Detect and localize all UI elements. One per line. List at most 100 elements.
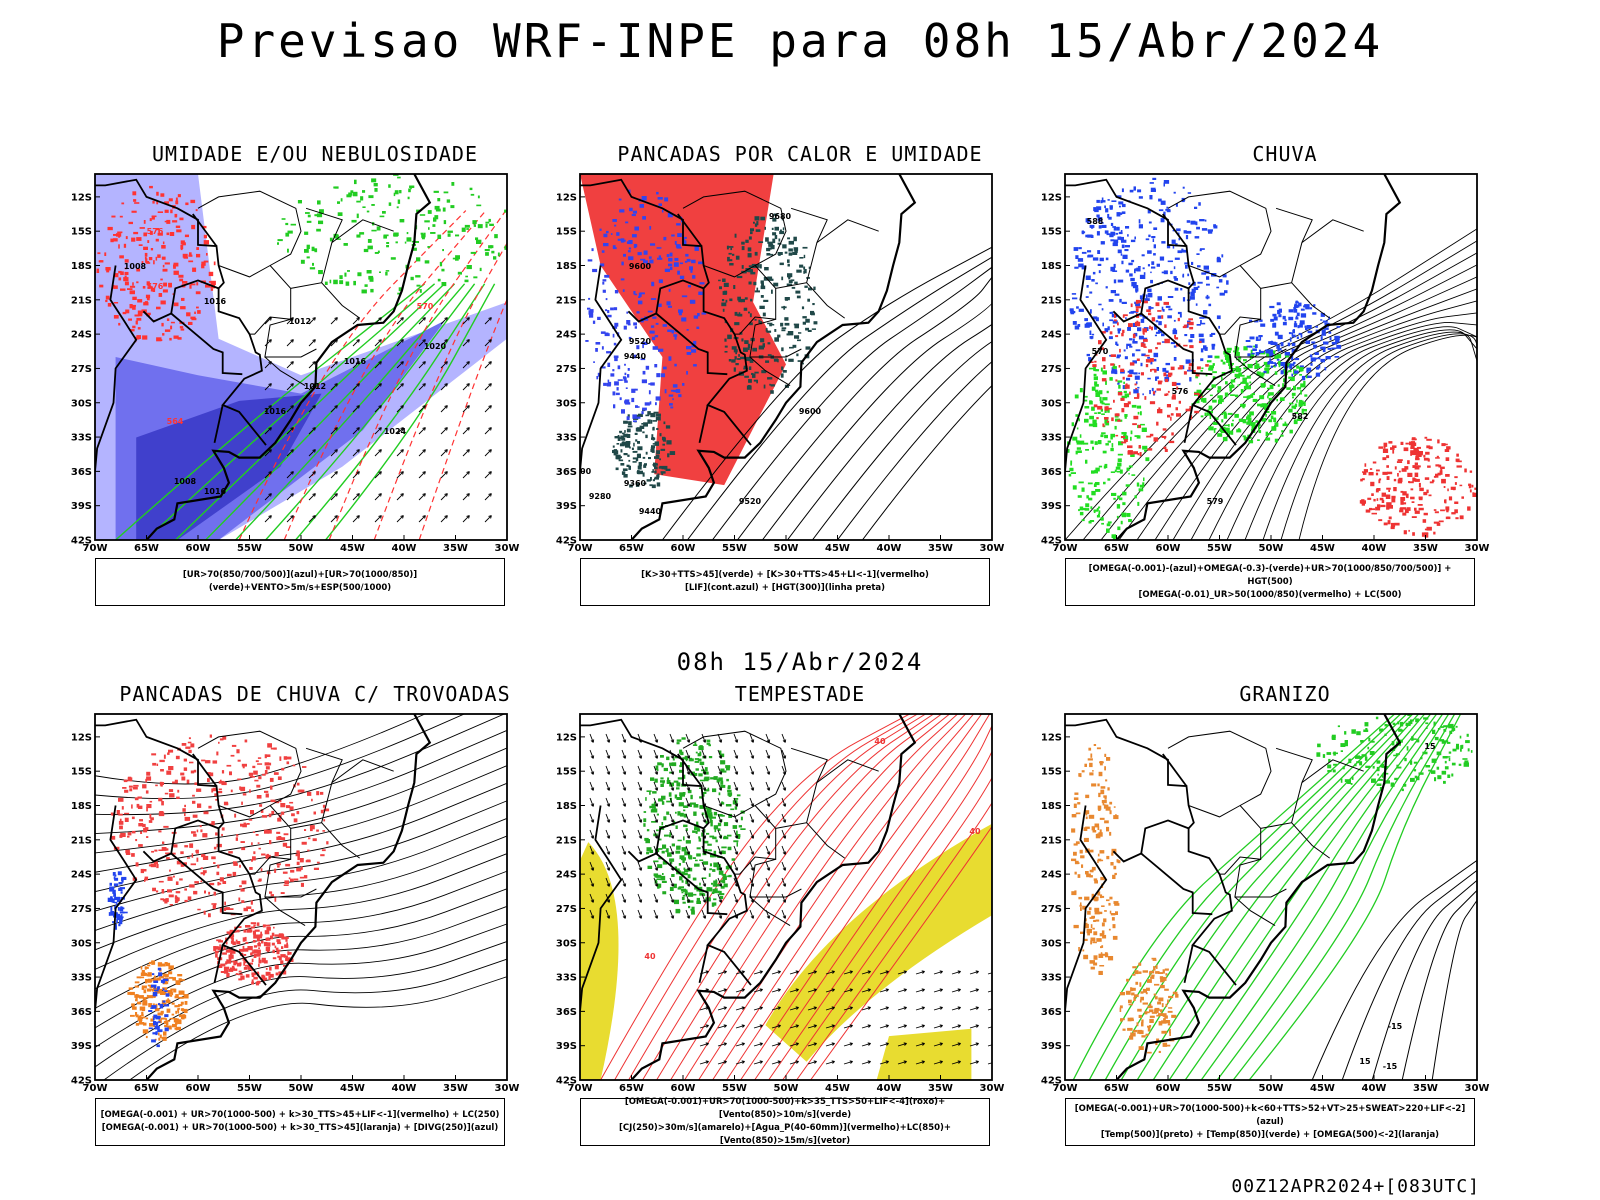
lon-tick-label: 70W [1053, 543, 1078, 554]
lon-tick-label: 60W [1156, 543, 1181, 554]
country-border [192, 213, 218, 247]
lon-tick-label: 30W [980, 1083, 1005, 1094]
lon-tick-label: 70W [568, 1083, 593, 1094]
country-border [655, 852, 728, 916]
lat-tick-label: 42S [556, 1076, 577, 1087]
lon-tick-label: 35W [1413, 1083, 1438, 1094]
lon-tick-label: 40W [392, 543, 417, 554]
state-border [331, 759, 394, 784]
country-border [677, 753, 703, 787]
state-border [816, 219, 879, 244]
temp850-contour [1232, 714, 1456, 1080]
coastline [145, 174, 432, 540]
contour-label: 9440 [639, 507, 662, 516]
contour-label: 579 [1207, 497, 1224, 506]
state-border [1291, 822, 1330, 859]
temp500-contour [1371, 880, 1477, 1080]
legend-box: [OMEGA(-0.001) + UR>70(1000-500) + k>30_… [95, 1098, 505, 1146]
lon-tick-label: 50W [774, 543, 799, 554]
lat-tick-label: 33S [556, 433, 577, 444]
lat-tick-label: 24S [1041, 330, 1062, 341]
map-frame: 15 -15 15 -15 12S 15S 18S 21S 24S 27S 30S 33S 36S 39S… [1041, 713, 1489, 1094]
state-border [749, 896, 791, 927]
lat-tick-label: 33S [1041, 433, 1062, 444]
forecast-date-label: 08h 15/Abr/2024 [676, 648, 924, 676]
country-border [1183, 944, 1194, 983]
legend-box: [OMEGA(-0.001)+UR>70(1000-500)+k>35_TTS>… [580, 1097, 990, 1146]
temp850-contour [1200, 714, 1444, 1080]
geography [580, 714, 917, 1080]
panel-granizo: GRANIZO 15 -15 15 -15 12S 15S 18S 21S 24S 27S 30S 3… [1041, 682, 1525, 1167]
contour-label: 1008 [124, 262, 147, 271]
lat-tick-label: 15S [71, 227, 92, 238]
omega500-orange-area [1071, 744, 1121, 975]
country-border [580, 265, 623, 472]
hgt500-contour [1226, 326, 1477, 540]
lat-tick-label: 39S [556, 1041, 577, 1052]
panel-title: PANCADAS POR CALOR E UMIDADE [617, 142, 983, 166]
lon-tick-label: 60W [1156, 1083, 1181, 1094]
lat-tick-label: 18S [556, 801, 577, 812]
green-contour [175, 283, 446, 540]
lat-tick-label: 27S [1041, 364, 1062, 375]
lon-tick-label: 40W [1362, 543, 1387, 554]
temp850-green-north [1316, 714, 1473, 792]
lon-tick-label: 65W [134, 1083, 159, 1094]
hgt-contour [787, 297, 992, 540]
legend-line: [CJ(250)>30m/s](amarelo)+[Agua_P(40-60mm… [618, 1123, 952, 1146]
state-border [249, 805, 292, 875]
hgt-contour [687, 256, 992, 540]
temp850-contour [1248, 714, 1462, 1080]
contour-label: 576 [147, 227, 164, 236]
lat-tick-label: 18S [71, 261, 92, 272]
lat-tick-label: 24S [71, 870, 92, 881]
thunderstorm-red-area [110, 734, 330, 918]
omega-red-area [1088, 299, 1209, 457]
country-border [95, 805, 138, 1012]
hgt500-contour [1298, 334, 1477, 540]
lon-tick-label: 35W [443, 543, 468, 554]
lon-tick-label: 45W [825, 1083, 850, 1094]
hgt500-contour [1262, 331, 1477, 540]
contour-label: 40 [969, 827, 981, 836]
lat-tick-label: 36S [71, 467, 92, 478]
contour-label: 1016 [204, 297, 227, 306]
country-border [655, 312, 728, 376]
lat-tick-label: 12S [556, 192, 577, 203]
lif-blue-contours [585, 189, 707, 423]
red-dashed-contour [283, 210, 487, 540]
lat-tick-label: 21S [1041, 295, 1062, 306]
lon-tick-label: 45W [1310, 1083, 1335, 1094]
lon-tick-label: 55W [237, 543, 262, 554]
map-frame: 582 576 570 579 588 12S 15S 18S 21S 24S 27S 30S 33S 3… [1041, 173, 1489, 554]
lat-tick-label: 18S [1041, 261, 1062, 272]
state-border [1234, 356, 1276, 387]
country-border [142, 279, 219, 323]
legend-line: [OMEGA(-0.001) + UR>70(1000-500) + k>30_… [101, 1123, 499, 1133]
coastline [630, 174, 917, 540]
page-title: Previsao WRF-INPE para 08h 15/Abr/2024 [216, 14, 1384, 68]
green-contour [235, 283, 466, 540]
lon-tick-label: 35W [1413, 543, 1438, 554]
run-info: 00Z12APR2024+[083UTC] [1231, 1176, 1480, 1197]
lat-tick-label: 33S [71, 973, 92, 984]
hgt-contour [837, 316, 992, 540]
instability-red-area [580, 174, 786, 486]
legend-line: [OMEGA(-0.001)+UR>70(1000-500)+k<60+TTS>… [1074, 1103, 1466, 1127]
panel-umidade: UMIDADE E/OU NEBULOSIDADE 1008 1012 1016 10… [71, 142, 555, 627]
lat-tick-label: 15S [556, 227, 577, 238]
state-border [734, 805, 777, 875]
lat-tick-label: 27S [1041, 904, 1062, 915]
lon-tick-label: 40W [1362, 1083, 1387, 1094]
country-border [95, 178, 267, 446]
green-contour [205, 283, 456, 540]
omega-green-area [1191, 345, 1309, 444]
lat-tick-label: 36S [1041, 1007, 1062, 1018]
contour-label: 9600 [629, 262, 652, 271]
contour-label: 9520 [629, 337, 652, 346]
state-border [249, 265, 292, 335]
panel-pancadas-calor: PANCADAS POR CALOR E UMIDADE 9680 9600 952… [556, 142, 1040, 627]
contour-label: 9200 [569, 467, 592, 476]
contour-label: 570 [417, 302, 434, 311]
lon-tick-label: 65W [134, 543, 159, 554]
